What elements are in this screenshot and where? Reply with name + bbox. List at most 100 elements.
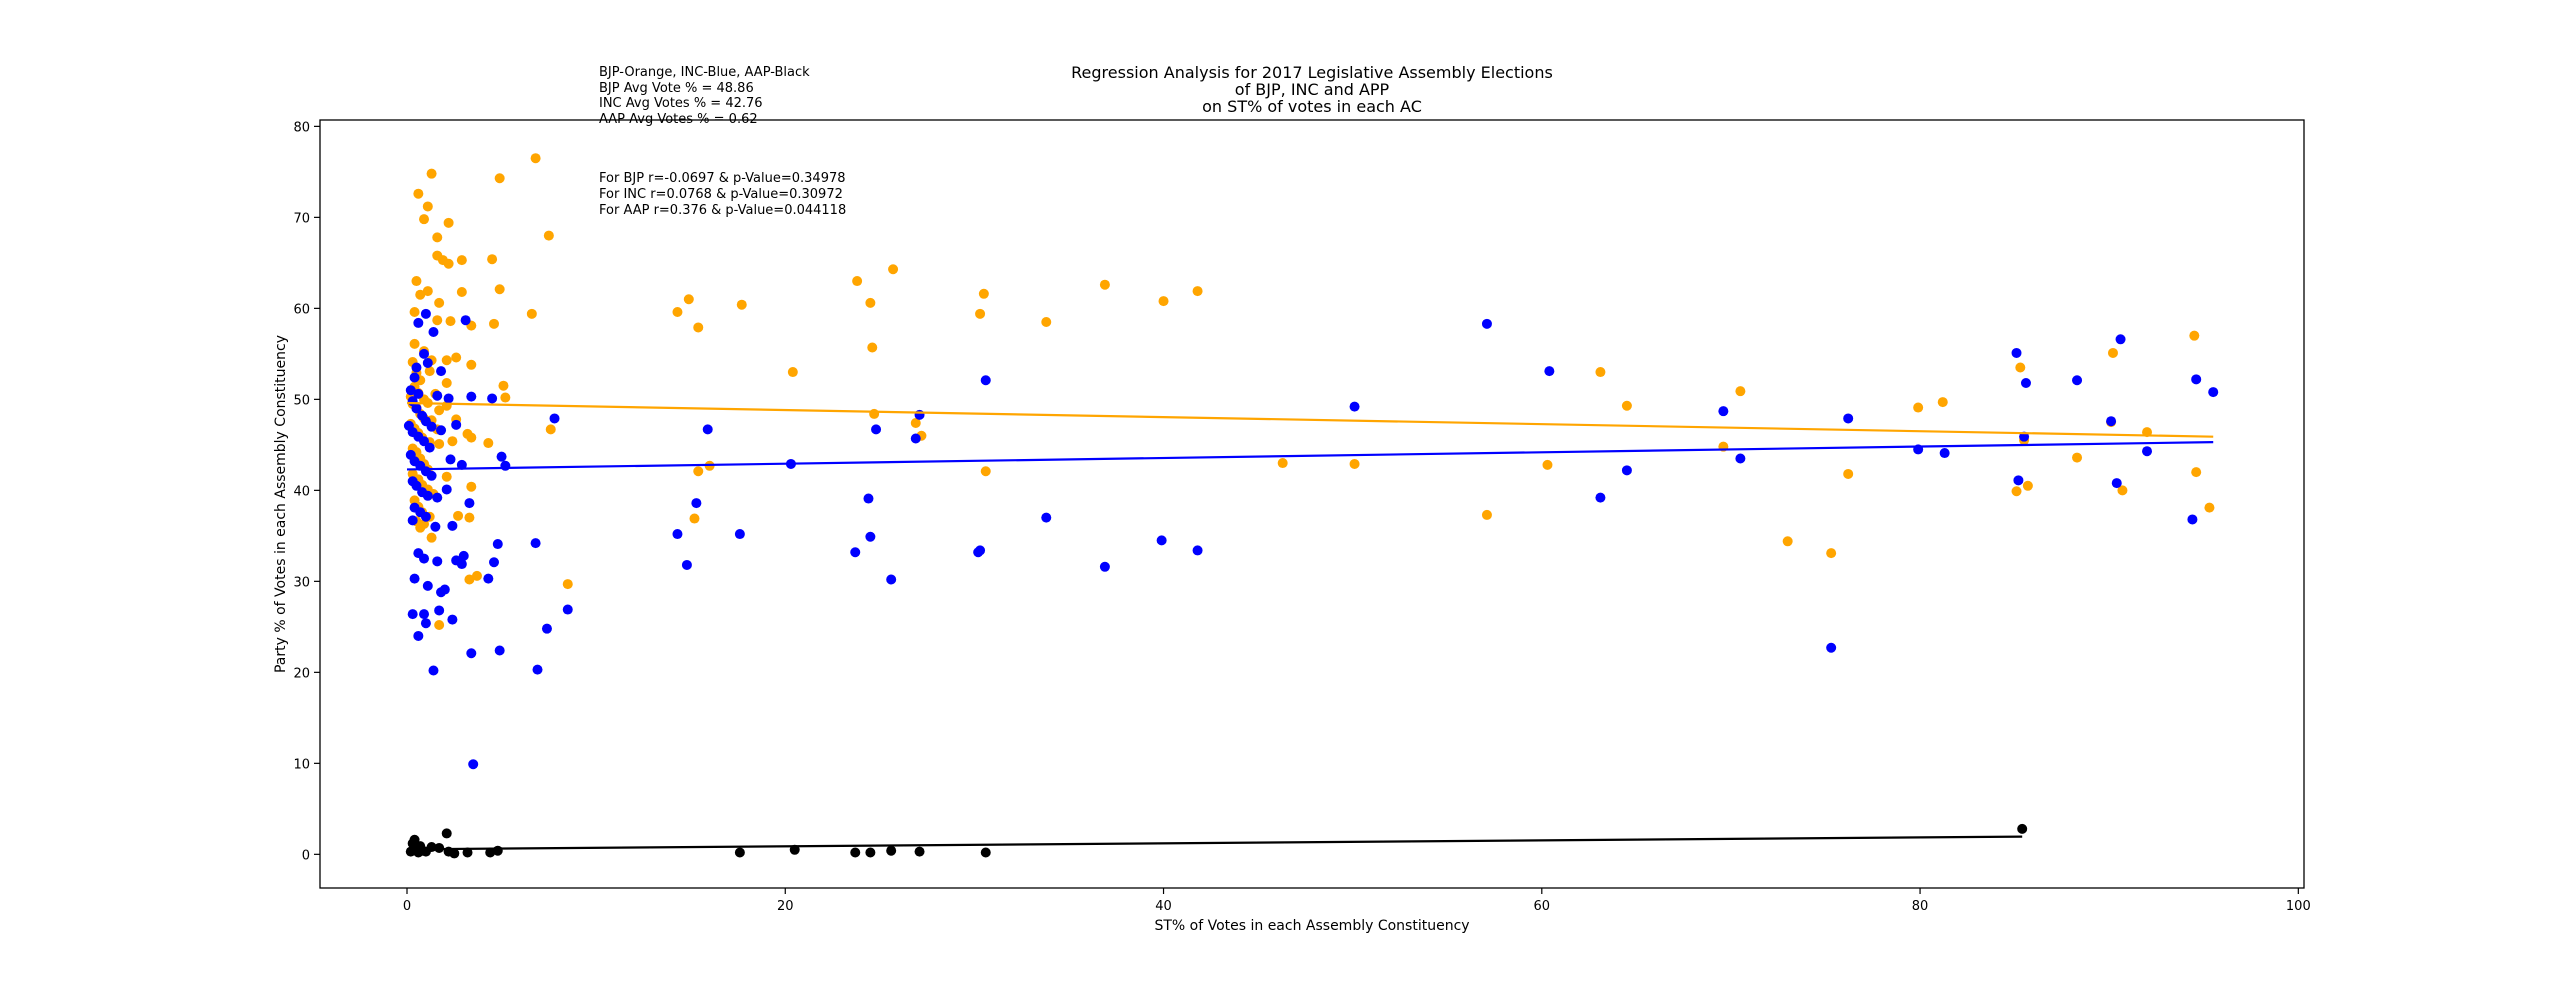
point-inc bbox=[532, 664, 543, 675]
x-axis-ticks: 0 20 40 60 80 100 bbox=[403, 888, 2311, 914]
point-bjp bbox=[2011, 486, 2022, 497]
point-inc bbox=[413, 630, 424, 641]
y-tick-label: 70 bbox=[293, 211, 310, 226]
point-bjp bbox=[434, 438, 445, 449]
regression-line-aap bbox=[406, 835, 2023, 851]
point-bjp bbox=[432, 250, 443, 261]
point-inc bbox=[426, 421, 437, 432]
annotation-text: BJP-Orange, INC-Blue, AAP-Black bbox=[599, 65, 810, 80]
point-inc bbox=[460, 315, 471, 326]
point-aap bbox=[449, 848, 460, 859]
point-inc bbox=[447, 520, 458, 531]
point-bjp bbox=[1192, 286, 1203, 297]
point-inc bbox=[1156, 535, 1167, 546]
chart-title-group: Regression Analysis for 2017 Legislative… bbox=[1071, 63, 1553, 116]
point-inc bbox=[420, 618, 431, 629]
point-inc bbox=[886, 574, 897, 585]
point-inc bbox=[428, 327, 439, 338]
point-bjp bbox=[1542, 459, 1553, 470]
point-inc bbox=[2011, 347, 2022, 358]
point-inc bbox=[2208, 387, 2219, 398]
point-bjp bbox=[2015, 362, 2026, 373]
point-inc bbox=[419, 348, 430, 359]
point-inc bbox=[420, 511, 431, 522]
point-bjp bbox=[2204, 502, 2215, 513]
y-tick-label: 0 bbox=[302, 848, 310, 863]
point-bjp bbox=[413, 188, 424, 199]
point-inc bbox=[2020, 377, 2031, 388]
point-inc bbox=[494, 645, 505, 656]
point-aap bbox=[914, 846, 925, 857]
point-inc bbox=[1843, 413, 1854, 424]
point-bjp bbox=[1621, 400, 1632, 411]
point-bjp bbox=[869, 408, 880, 419]
point-inc bbox=[910, 433, 921, 444]
point-inc bbox=[691, 498, 702, 509]
point-inc bbox=[2115, 334, 2126, 345]
point-bjp bbox=[409, 307, 420, 317]
point-inc bbox=[2191, 374, 2202, 385]
point-inc bbox=[422, 580, 433, 591]
point-aap bbox=[850, 847, 861, 858]
point-inc bbox=[447, 614, 458, 625]
point-inc bbox=[411, 362, 422, 373]
point-bjp bbox=[526, 308, 537, 319]
point-bjp bbox=[441, 471, 452, 482]
point-bjp bbox=[419, 214, 430, 225]
point-inc bbox=[419, 436, 430, 447]
point-inc bbox=[1595, 492, 1606, 503]
point-bjp bbox=[1843, 468, 1854, 479]
point-bjp bbox=[456, 255, 467, 266]
point-inc bbox=[1349, 401, 1360, 412]
point-inc bbox=[434, 605, 445, 616]
point-bjp bbox=[975, 308, 986, 319]
point-bjp bbox=[434, 297, 445, 308]
point-inc bbox=[456, 559, 467, 570]
chart-title-line: Regression Analysis for 2017 Legislative… bbox=[1071, 63, 1553, 82]
point-bjp bbox=[466, 481, 477, 492]
point-bjp bbox=[2022, 480, 2033, 491]
point-inc bbox=[914, 409, 925, 420]
chart-title-line: on ST% of votes in each AC bbox=[1202, 97, 1422, 116]
point-inc bbox=[1099, 561, 1110, 572]
point-bjp bbox=[1826, 548, 1837, 559]
point-inc bbox=[734, 529, 745, 540]
point-inc bbox=[458, 550, 469, 561]
regression-line-layer bbox=[406, 401, 2214, 851]
point-bjp bbox=[787, 367, 798, 378]
point-aap bbox=[434, 842, 445, 853]
point-bjp bbox=[2117, 485, 2128, 496]
point-bjp bbox=[415, 289, 426, 300]
point-inc bbox=[466, 648, 477, 659]
y-axis-label: Party % of Votes in each Assembly Consti… bbox=[273, 335, 289, 673]
x-axis-label: ST% of Votes in each Assembly Constituen… bbox=[1154, 918, 1469, 934]
point-aap bbox=[734, 847, 745, 858]
point-bjp bbox=[447, 436, 458, 447]
point-bjp bbox=[434, 405, 445, 416]
point-inc bbox=[549, 413, 560, 424]
point-bjp bbox=[487, 254, 498, 265]
point-bjp bbox=[434, 620, 445, 631]
point-bjp bbox=[672, 307, 683, 317]
point-bjp bbox=[1099, 279, 1110, 290]
point-aap bbox=[980, 847, 991, 858]
point-aap bbox=[2017, 823, 2028, 834]
point-inc bbox=[850, 547, 861, 558]
x-tick-label: 0 bbox=[403, 899, 411, 914]
point-inc bbox=[443, 393, 454, 404]
point-inc bbox=[1735, 453, 1746, 464]
point-inc bbox=[2111, 478, 2122, 489]
point-bjp bbox=[1595, 367, 1606, 378]
point-inc bbox=[466, 391, 477, 402]
point-inc bbox=[456, 459, 467, 470]
point-inc bbox=[681, 559, 692, 570]
point-aap bbox=[462, 847, 473, 858]
point-inc bbox=[436, 425, 447, 436]
point-inc bbox=[441, 484, 452, 495]
point-bjp bbox=[693, 466, 704, 477]
point-inc bbox=[2106, 416, 2117, 427]
x-tick-label: 40 bbox=[1155, 899, 1172, 914]
point-bjp bbox=[445, 316, 456, 327]
point-bjp bbox=[2107, 347, 2118, 358]
y-tick-label: 30 bbox=[293, 575, 310, 590]
